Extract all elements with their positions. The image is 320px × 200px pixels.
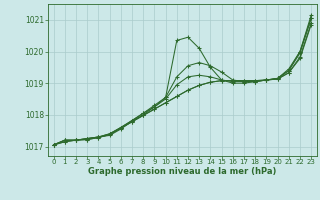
X-axis label: Graphe pression niveau de la mer (hPa): Graphe pression niveau de la mer (hPa)	[88, 167, 276, 176]
